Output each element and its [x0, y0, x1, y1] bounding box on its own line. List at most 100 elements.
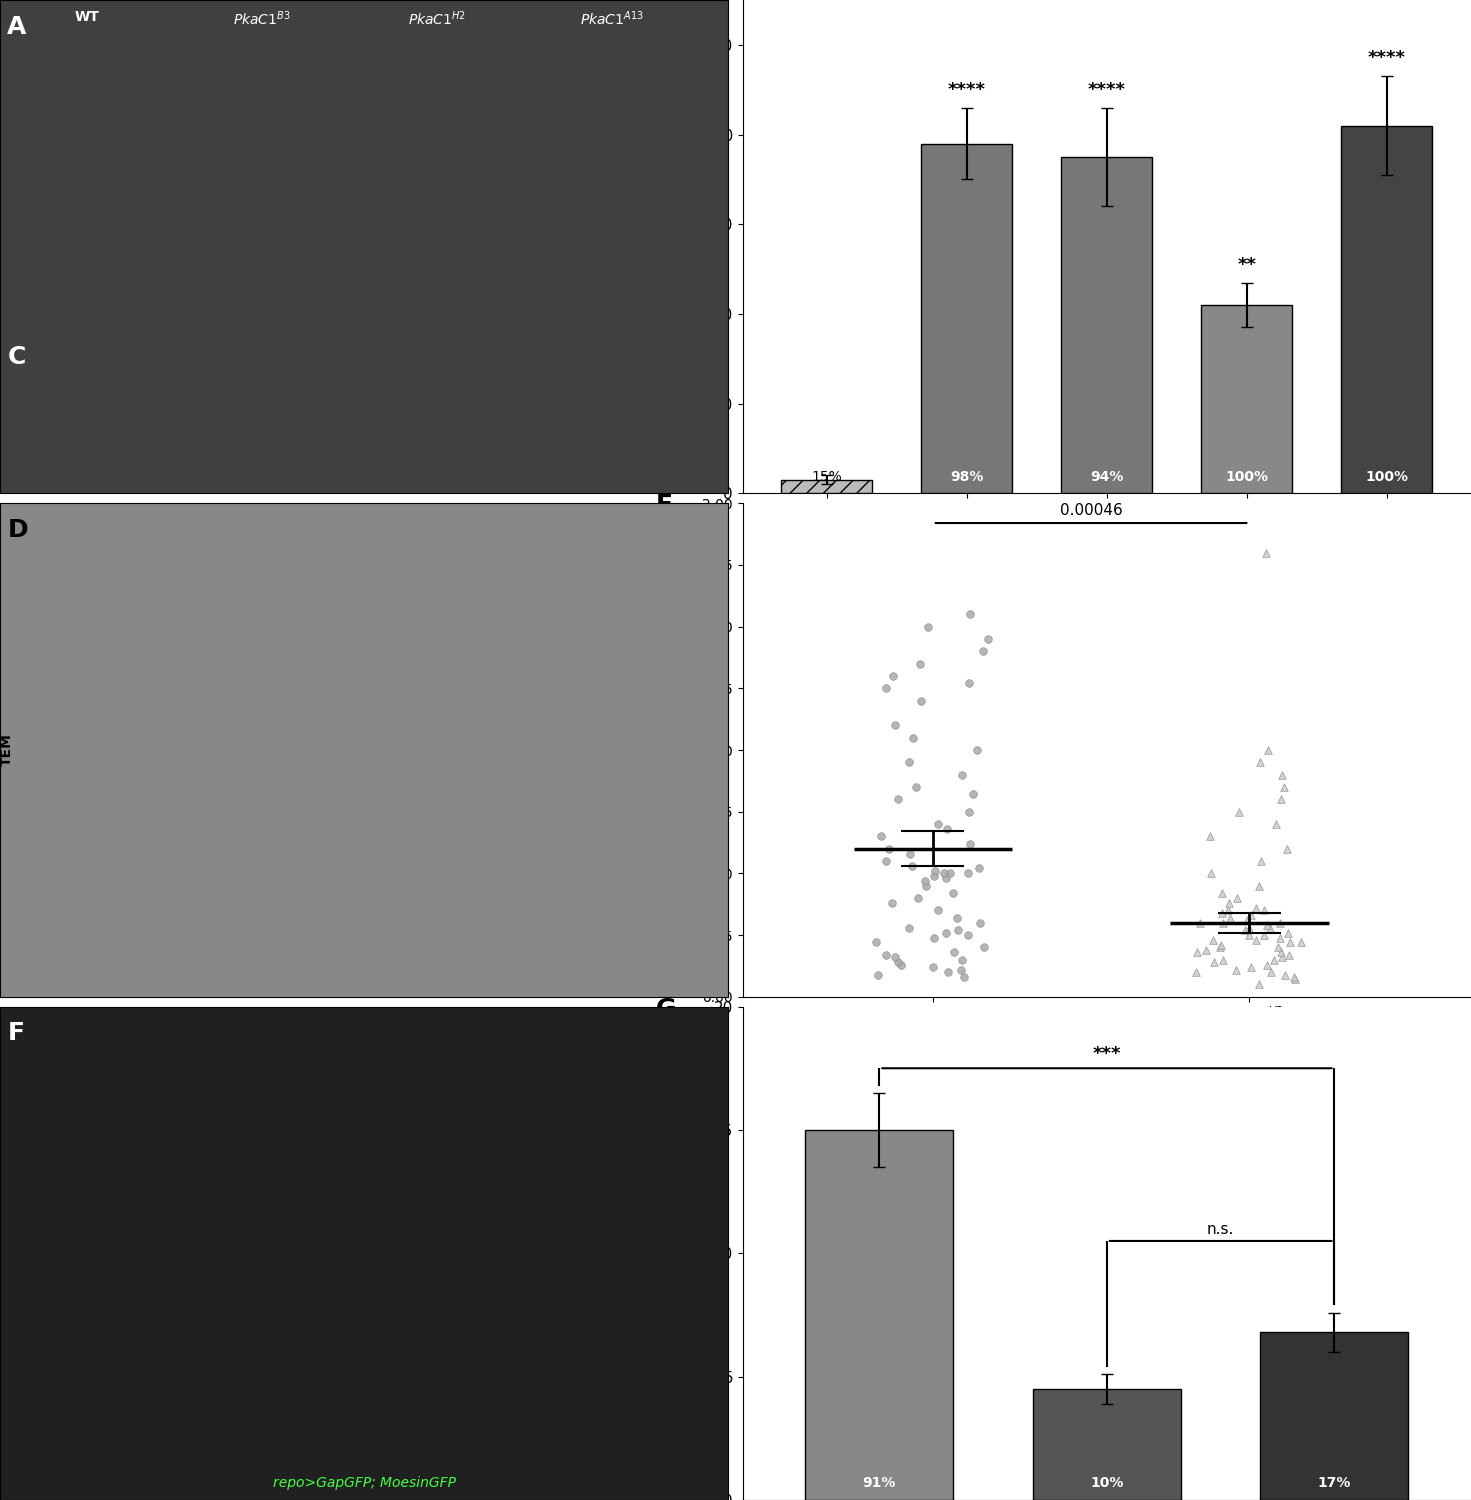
Point [958, 603, 981, 627]
Point [933, 861, 956, 885]
Point [1244, 896, 1268, 920]
Point [869, 825, 893, 849]
Text: n.s.: n.s. [1208, 1222, 1234, 1238]
Text: C: C [7, 345, 25, 369]
Bar [1342, 126, 1433, 494]
Point [1233, 918, 1256, 942]
Point [1224, 957, 1247, 981]
Text: 98%: 98% [950, 471, 984, 484]
Point [925, 898, 949, 922]
Point [941, 880, 965, 904]
Point [1269, 940, 1293, 964]
Point [883, 945, 906, 969]
Text: WT: WT [75, 10, 100, 24]
Point [1268, 910, 1292, 934]
Point [958, 800, 981, 824]
Text: TEM: TEM [0, 734, 15, 766]
Point [1200, 928, 1224, 952]
Point [922, 926, 946, 950]
Point [972, 639, 996, 663]
Point [874, 944, 897, 968]
Text: ***: *** [1093, 1046, 1121, 1064]
Bar [1033, 1389, 1181, 1500]
Text: 100%: 100% [1225, 471, 1268, 484]
Point [1203, 950, 1227, 974]
Point [1278, 930, 1302, 954]
Point [1240, 956, 1264, 980]
Point [1247, 873, 1271, 897]
Y-axis label: Mean SJ lengths(um): Mean SJ lengths(um) [678, 652, 697, 847]
Point [924, 859, 947, 883]
Text: B: B [656, 0, 674, 13]
Point [1252, 898, 1275, 922]
Point [936, 818, 959, 842]
Point [897, 750, 921, 774]
Point [902, 726, 925, 750]
Point [927, 812, 950, 836]
Text: 100%: 100% [1365, 471, 1408, 484]
Text: **: ** [1237, 255, 1256, 273]
Point [874, 849, 897, 873]
Point [1244, 928, 1268, 952]
Bar [921, 144, 1012, 494]
Text: E: E [656, 494, 672, 517]
Point [968, 856, 991, 880]
Point [1218, 906, 1242, 930]
Point [1289, 930, 1312, 954]
Point [909, 688, 933, 712]
Point [880, 891, 903, 915]
Text: 91%: 91% [862, 1476, 896, 1490]
Point [956, 922, 980, 946]
Point [977, 627, 1000, 651]
Point [1275, 837, 1299, 861]
Point [1272, 776, 1296, 800]
Text: 15%: 15% [812, 471, 843, 484]
Point [922, 864, 946, 888]
Point [1253, 922, 1277, 946]
Text: D: D [7, 518, 28, 542]
Point [1212, 948, 1236, 972]
Point [1274, 963, 1297, 987]
Point [1249, 849, 1272, 873]
Text: G: G [656, 996, 677, 1020]
Bar [781, 480, 872, 494]
Point [1256, 738, 1280, 762]
Point [946, 906, 969, 930]
Point [1184, 960, 1208, 984]
Point [968, 910, 991, 934]
Point [1227, 800, 1250, 824]
Point [916, 615, 940, 639]
Point [1209, 933, 1233, 957]
Point [899, 842, 922, 866]
Point [1269, 945, 1293, 969]
Point [883, 714, 906, 738]
Point [1255, 540, 1278, 564]
Bar [1202, 304, 1293, 494]
Point [934, 867, 958, 891]
Point [972, 936, 996, 960]
Point [950, 948, 974, 972]
Point [1239, 903, 1262, 927]
Point [1199, 861, 1222, 885]
Point [1208, 936, 1231, 960]
Text: ****: **** [947, 81, 986, 99]
Point [887, 788, 911, 812]
Point [1211, 902, 1234, 926]
Point [906, 886, 930, 910]
Point [965, 738, 989, 762]
Text: $PkaC1^{A13}$: $PkaC1^{A13}$ [580, 10, 644, 28]
Point [946, 918, 969, 942]
Bar [805, 1130, 953, 1500]
Point [1269, 788, 1293, 812]
Point [1258, 915, 1281, 939]
Point [958, 672, 981, 696]
Point [934, 921, 958, 945]
Point [950, 762, 974, 786]
Point [913, 868, 937, 892]
Point [1225, 886, 1249, 910]
Point [890, 952, 913, 976]
Point [1256, 952, 1280, 976]
Point [1259, 960, 1283, 984]
Text: ****: **** [1089, 81, 1125, 99]
Point [921, 956, 944, 980]
